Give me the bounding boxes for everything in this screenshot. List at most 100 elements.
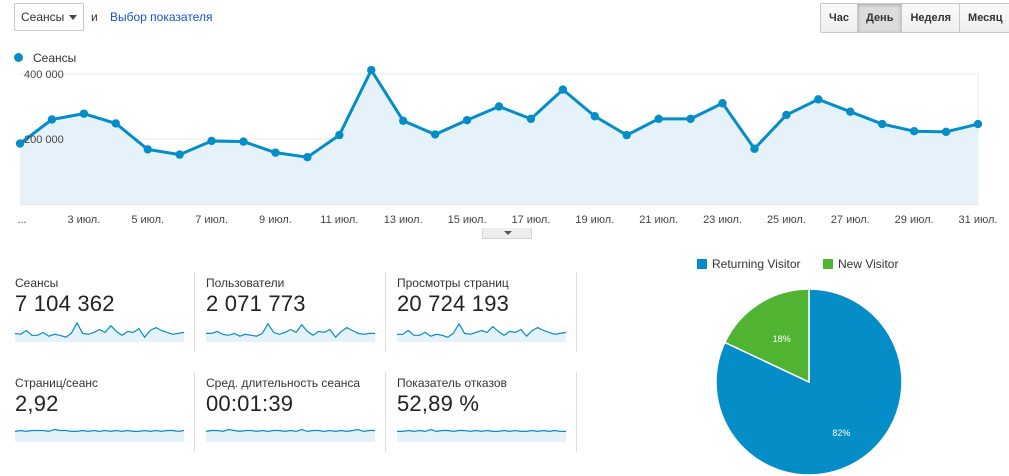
legend-swatch-new (823, 259, 833, 269)
sparkline-line (397, 322, 567, 338)
data-point (782, 110, 791, 120)
data-point (15, 139, 25, 148)
data-point (430, 130, 440, 139)
x-tick-label: 15 июл. (448, 214, 487, 226)
data-point (367, 66, 376, 75)
x-tick-label: 21 июл. (639, 214, 678, 226)
metric-label: Страниц/сеанс (15, 376, 99, 390)
data-point (590, 112, 599, 121)
sparkline-area (15, 429, 184, 442)
metric-card-pageviews[interactable]: Просмотры страниц 20 724 193 (397, 276, 577, 366)
data-point (462, 115, 472, 125)
sparkline-area (15, 322, 184, 342)
sparkline-line (206, 322, 375, 339)
data-point (111, 119, 121, 128)
metric-label: Сеансы (15, 276, 59, 290)
data-point (718, 99, 727, 108)
metric-select-value: Сеансы (21, 10, 65, 24)
chart-collapse-handle[interactable] (482, 228, 532, 239)
metric-card-pages-per-session[interactable]: Страниц/сеанс 2,92 (15, 376, 195, 466)
x-tick-label: 25 июл. (767, 214, 806, 226)
data-point (175, 150, 184, 159)
metric-sparkline (206, 428, 375, 442)
x-tick-label: ... (17, 214, 26, 226)
data-point (303, 153, 312, 162)
pie-legend-new[interactable]: New Visitor (838, 257, 899, 271)
pie-slice-returning (715, 288, 903, 476)
data-point (207, 136, 216, 146)
range-hour-button[interactable]: Час (821, 4, 858, 32)
data-point (335, 130, 344, 140)
metric-value: 00:01:39 (206, 391, 294, 416)
data-point (239, 137, 248, 146)
range-month-button[interactable]: Месяц (960, 4, 1009, 32)
series-area (20, 70, 978, 204)
x-tick-label: 13 июл. (384, 214, 423, 226)
y-tick-label: 400 000 (24, 69, 64, 81)
time-range-toggle: Час День Неделя Месяц (820, 3, 1009, 33)
range-week-button[interactable]: Неделя (902, 4, 961, 32)
metric-label: Сред. длительность сеанса (206, 376, 361, 390)
sparkline-line (15, 428, 185, 433)
x-tick-label: 29 июл. (895, 214, 934, 226)
sparkline-line (206, 428, 375, 433)
data-point (973, 119, 983, 129)
x-tick-label: 5 июл. (131, 214, 164, 226)
sparkline-line (15, 321, 185, 339)
data-point (494, 102, 504, 111)
metric-card-users[interactable]: Пользователи 2 071 773 (206, 276, 386, 366)
x-tick-label: 31 июл. (959, 214, 998, 226)
metric-sparkline (15, 321, 185, 342)
data-point (814, 95, 823, 104)
metric-sparkline (15, 428, 185, 442)
metric-value: 2 071 773 (206, 291, 306, 316)
legend-dot-icon (14, 53, 23, 62)
metric-picker-link[interactable]: Выбор показателя (110, 10, 213, 24)
metric-label: Показатель отказов (397, 376, 507, 390)
metric-label: Просмотры страниц (397, 276, 509, 290)
sparkline-area (206, 429, 375, 442)
visitor-type-pie-chart: 82% 18% (715, 288, 903, 476)
metric-card-avg-duration[interactable]: Сред. длительность сеанса 00:01:39 (206, 376, 386, 466)
x-tick-label: 7 июл. (195, 214, 228, 226)
metric-sparkline (397, 322, 567, 342)
pie-slice-label: 82% (832, 428, 850, 438)
legend-swatch-returning (697, 259, 707, 269)
data-point (526, 114, 536, 124)
card-divider (576, 272, 577, 352)
sparkline-area (397, 429, 566, 442)
pie-slice-label: 18% (773, 334, 791, 344)
data-point (79, 109, 89, 118)
data-point (909, 127, 919, 136)
card-divider (194, 272, 195, 352)
data-point (399, 116, 408, 125)
data-point (846, 107, 855, 116)
card-divider (576, 372, 577, 452)
data-point (878, 119, 887, 129)
data-point (686, 114, 695, 124)
metric-sparkline (206, 322, 375, 342)
card-divider (194, 372, 195, 452)
x-tick-label: 27 июл. (831, 214, 870, 226)
sparkline-area (206, 323, 375, 342)
sessions-line-chart: 400 000 200 000... 3 июл. 5 июл. 7 июл. 9 июл… (15, 66, 998, 226)
pie-legend-returning[interactable]: Returning Visitor (712, 257, 801, 271)
metric-select[interactable]: Сеансы (14, 3, 84, 31)
x-tick-label: 23 июл. (703, 214, 742, 226)
chart-legend-label: Сеансы (33, 51, 77, 65)
metric-value: 20 724 193 (397, 291, 510, 316)
caret-down-icon (504, 231, 512, 235)
metric-card-sessions[interactable]: Сеансы 7 104 362 (15, 276, 195, 366)
card-divider (385, 272, 386, 352)
conjunction-label: и (91, 10, 98, 24)
chevron-down-icon (69, 15, 77, 20)
x-tick-label: 3 июл. (67, 214, 100, 226)
range-day-button[interactable]: День (857, 4, 903, 32)
y-tick-label: 200 000 (24, 134, 64, 146)
metric-card-bounce-rate[interactable]: Показатель отказов 52,89 % (397, 376, 577, 466)
data-point (271, 148, 280, 157)
sparkline-area (397, 323, 566, 342)
card-divider (385, 372, 386, 452)
x-tick-label: 9 июл. (259, 214, 292, 226)
metric-sparkline (397, 428, 566, 442)
